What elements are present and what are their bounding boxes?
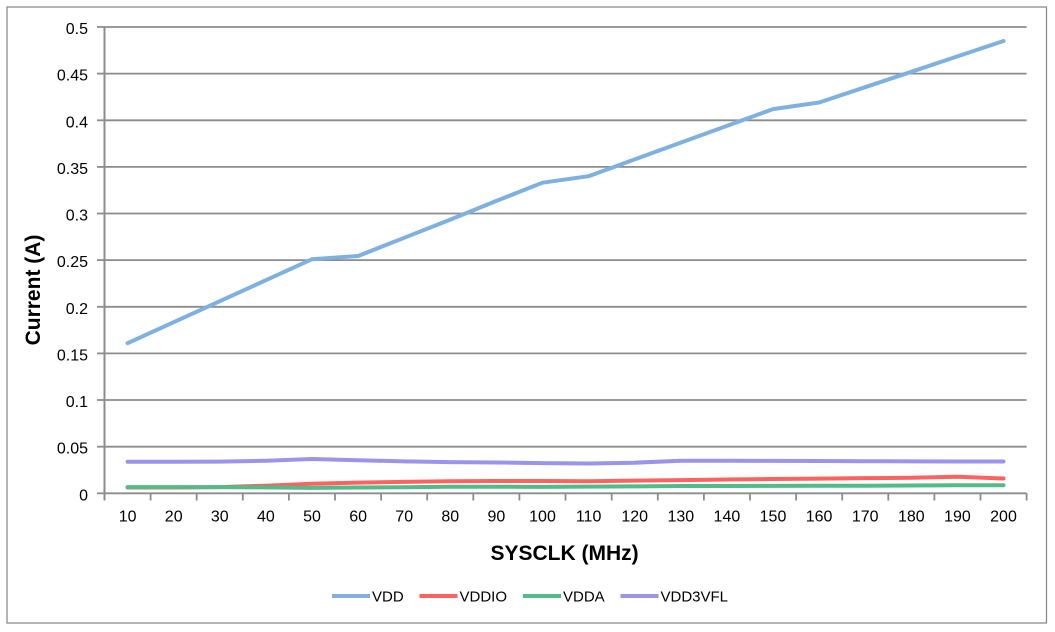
svg-text:0: 0: [79, 487, 88, 504]
svg-text:0.05: 0.05: [57, 441, 88, 458]
svg-text:100: 100: [529, 509, 556, 526]
svg-text:VDD: VDD: [372, 589, 404, 606]
svg-text:50: 50: [303, 509, 321, 526]
svg-text:20: 20: [165, 509, 183, 526]
svg-text:170: 170: [852, 509, 879, 526]
svg-text:VDD3VFL: VDD3VFL: [661, 589, 729, 606]
svg-text:80: 80: [441, 509, 459, 526]
svg-text:0.45: 0.45: [57, 68, 88, 85]
svg-text:0.3: 0.3: [66, 208, 88, 225]
svg-text:30: 30: [211, 509, 229, 526]
svg-text:130: 130: [667, 509, 694, 526]
svg-text:90: 90: [488, 509, 506, 526]
svg-text:150: 150: [760, 509, 787, 526]
svg-text:0.25: 0.25: [57, 254, 88, 271]
svg-text:0.5: 0.5: [66, 21, 88, 38]
svg-text:190: 190: [944, 509, 971, 526]
svg-text:70: 70: [395, 509, 413, 526]
svg-text:60: 60: [349, 509, 367, 526]
svg-text:180: 180: [898, 509, 925, 526]
svg-text:110: 110: [576, 509, 602, 526]
svg-text:160: 160: [806, 509, 833, 526]
svg-text:10: 10: [119, 509, 137, 526]
svg-text:120: 120: [621, 509, 648, 526]
svg-text:0.35: 0.35: [57, 161, 88, 178]
svg-text:Current (A): Current (A): [22, 235, 45, 346]
svg-text:40: 40: [257, 509, 275, 526]
svg-text:200: 200: [990, 509, 1017, 526]
svg-text:0.4: 0.4: [66, 114, 88, 131]
svg-text:0.1: 0.1: [66, 394, 88, 411]
svg-text:SYSCLK (MHz): SYSCLK (MHz): [491, 542, 639, 565]
svg-text:VDDA: VDDA: [563, 589, 605, 606]
svg-text:0.2: 0.2: [66, 301, 88, 318]
svg-text:0.15: 0.15: [57, 347, 88, 364]
svg-text:140: 140: [714, 509, 741, 526]
svg-text:VDDIO: VDDIO: [460, 589, 508, 606]
